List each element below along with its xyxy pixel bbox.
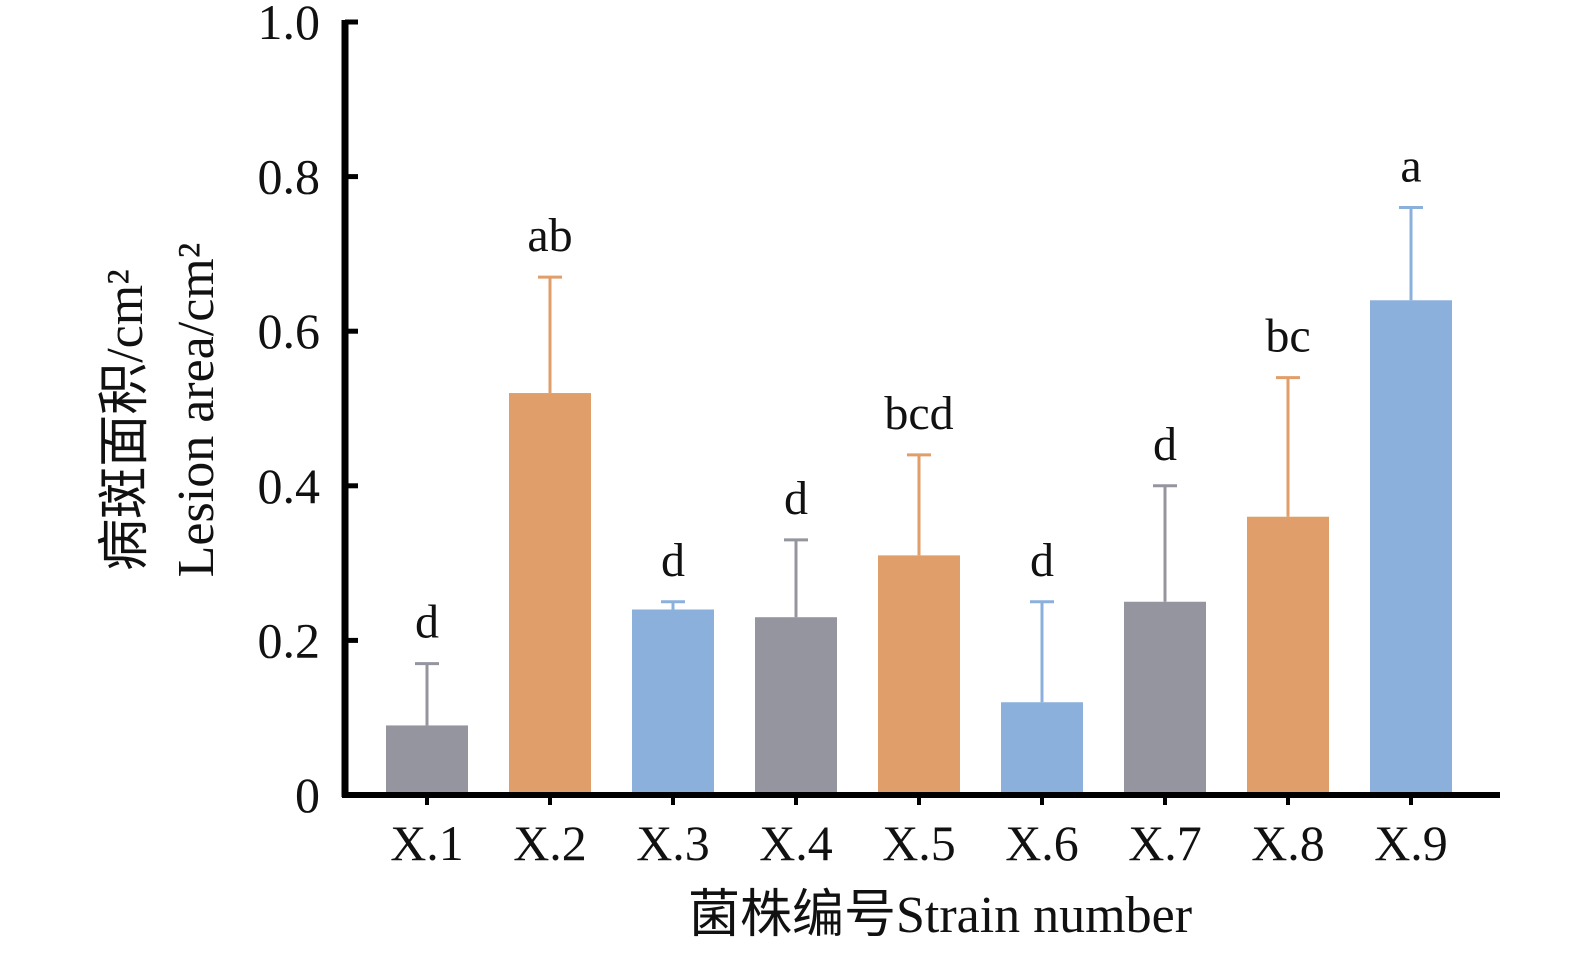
error-bars-layer (415, 206, 1423, 726)
significance-label-X.6: d (1030, 534, 1054, 587)
significance-labels-layer: d ab d d bcd d d bc a (415, 140, 1422, 649)
significance-label-X.5: bcd (884, 387, 953, 440)
x-tick-label-X.7: X.7 (1128, 815, 1202, 871)
bars-layer (386, 300, 1452, 795)
y-tick-label-0.4: 0.4 (258, 458, 321, 514)
bar-X.8 (1247, 516, 1329, 795)
x-tick-label-X.3: X.3 (636, 815, 710, 871)
y-tick-label-0.8: 0.8 (258, 149, 321, 205)
tick-labels-layer: X.1 X.2 X.3 X.4 X.5 X.6 X.7 X.8 X.9 0 0.2 0.4 0.6 0.8… (258, 0, 1448, 871)
significance-label-X.8: bc (1265, 310, 1310, 363)
axes-layer (341, 19, 1500, 805)
bar-X.2 (509, 393, 591, 795)
bar-X.9 (1370, 300, 1452, 795)
x-tick-label-X.6: X.6 (1005, 815, 1079, 871)
y-tick-label-0: 0 (295, 767, 320, 823)
bar-X.4 (755, 617, 837, 795)
x-axis-title: 菌株编号Strain number (688, 887, 1192, 944)
y-axis-title-en: Lesion area/cm² (168, 243, 225, 578)
y-axis-title-cn: 病斑面积/cm² (97, 269, 154, 571)
x-tick-label-X.8: X.8 (1251, 815, 1325, 871)
bar-X.1 (386, 725, 468, 795)
bar-X.5 (878, 555, 960, 795)
significance-label-X.9: a (1400, 140, 1421, 193)
significance-label-X.4: d (784, 472, 808, 525)
bar-X.3 (632, 609, 714, 795)
significance-label-X.2: ab (527, 209, 572, 262)
x-tick-label-X.4: X.4 (759, 815, 833, 871)
x-tick-label-X.1: X.1 (390, 815, 464, 871)
significance-label-X.7: d (1153, 418, 1177, 471)
y-tick-label-1.0: 1.0 (258, 0, 321, 50)
y-tick-label-0.2: 0.2 (258, 612, 321, 668)
significance-label-X.3: d (661, 534, 685, 587)
y-tick-label-0.6: 0.6 (258, 303, 321, 359)
x-tick-label-X.9: X.9 (1374, 815, 1448, 871)
bar-X.7 (1124, 601, 1206, 795)
bar-X.6 (1001, 702, 1083, 795)
x-tick-label-X.2: X.2 (513, 815, 587, 871)
significance-label-X.1: d (415, 596, 439, 649)
x-tick-label-X.5: X.5 (882, 815, 956, 871)
